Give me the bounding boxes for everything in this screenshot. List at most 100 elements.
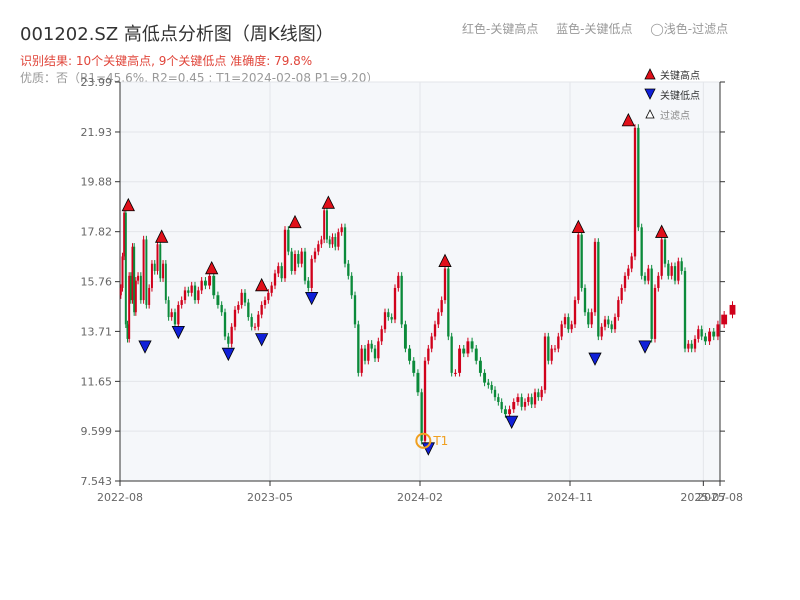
key-low-marker: [305, 291, 319, 306]
side-legend-filtered: 过滤点: [644, 104, 700, 124]
candle-body: [690, 343, 693, 349]
candle-body: [128, 275, 131, 339]
candle-body: [277, 266, 280, 274]
candle-body: [450, 336, 453, 373]
key-high-marker: [155, 229, 169, 243]
candle-body: [503, 409, 507, 415]
candle-body: [520, 397, 523, 407]
candle-body: [153, 263, 156, 271]
key-high-marker: [655, 224, 669, 238]
candle-body: [527, 397, 530, 402]
candle-body: [240, 292, 243, 305]
candle-body: [430, 336, 433, 349]
candle-body: [567, 317, 570, 330]
candle-body: [607, 319, 610, 325]
side-legend-low: 关键低点: [644, 84, 700, 104]
candle-body: [270, 285, 273, 293]
candle-body: [708, 331, 712, 342]
candle-body: [303, 251, 307, 281]
key-high-marker: [205, 260, 219, 275]
candle-body: [427, 348, 430, 361]
key-high-marker: [438, 253, 452, 267]
candle-body: [212, 275, 216, 296]
candle-body: [553, 348, 557, 350]
x-tick-label: 2024-02: [397, 491, 443, 504]
candle-body: [293, 254, 297, 271]
candle-body: [334, 237, 337, 247]
candle-body: [716, 324, 720, 337]
candle-body: [290, 251, 293, 271]
candle-body: [243, 292, 247, 303]
candle-body: [370, 343, 373, 349]
candle-body: [203, 280, 207, 286]
candle-body: [663, 239, 667, 264]
candle-body: [537, 392, 540, 398]
candle-body: [687, 343, 690, 349]
candle-body: [220, 304, 223, 313]
y-tick-label: 19.88: [81, 176, 113, 189]
candle-body: [508, 409, 512, 415]
x-tick-label: 2022-08: [97, 491, 143, 504]
candle-body: [533, 392, 537, 405]
candle-body: [597, 241, 600, 337]
candle-body: [453, 372, 457, 374]
candle-body: [340, 227, 343, 233]
candle-body: [287, 229, 290, 252]
candle-body: [657, 275, 660, 288]
key-high-marker: [121, 197, 135, 212]
candle-body: [387, 312, 390, 318]
key-high-marker: [621, 112, 635, 127]
candle-body: [119, 287, 122, 296]
candle-body: [670, 266, 673, 276]
candle-body: [297, 254, 300, 264]
candle-body: [208, 275, 212, 286]
key-high-marker: [288, 214, 302, 229]
candle-body: [403, 324, 407, 349]
legend-light-filtered: ◯浅色-过滤点: [650, 22, 729, 36]
candle-body: [640, 227, 643, 276]
t1-circle: [415, 432, 432, 449]
candle-body: [647, 268, 650, 281]
candle-body: [145, 239, 148, 305]
candle-body: [633, 127, 637, 257]
top-legend: 红色-关键高点 蓝色-关键低点 ◯浅色-过滤点: [462, 20, 742, 37]
candle-body: [197, 290, 200, 301]
candle-body: [580, 234, 583, 288]
candle-body: [126, 324, 129, 339]
candle-body: [683, 270, 687, 349]
legend-blue-low: 蓝色-关键低点: [556, 22, 633, 36]
candle-body: [667, 263, 670, 276]
y-tick-label: 15.76: [81, 276, 113, 289]
candle-body: [124, 212, 127, 325]
candle-body: [353, 295, 357, 325]
candle-body: [156, 244, 159, 271]
candle-body: [323, 210, 326, 240]
candle-body: [478, 360, 482, 373]
candle-body: [590, 312, 593, 325]
candle-body: [627, 268, 630, 276]
candle-body: [237, 304, 240, 310]
candle-body: [433, 324, 437, 337]
x-tick-label: 2025-08: [697, 491, 743, 504]
candle-body: [466, 341, 470, 354]
candle-body: [437, 312, 440, 325]
candle-body: [458, 348, 462, 373]
candle-body: [613, 317, 617, 330]
candle-body: [167, 300, 170, 318]
candle-body: [470, 341, 474, 349]
candle-body: [233, 309, 237, 327]
candle-body: [630, 256, 633, 269]
candle-body: [230, 326, 233, 344]
y-tick-label: 13.71: [81, 325, 113, 338]
candle-body: [487, 382, 490, 386]
candle-body: [200, 280, 203, 291]
candle-body: [159, 244, 162, 279]
key-low-marker: [421, 442, 435, 456]
candle-body: [729, 304, 736, 315]
candle-body: [700, 329, 703, 337]
candle-body: [677, 261, 680, 281]
candle-body: [162, 263, 165, 279]
candle-body: [550, 348, 553, 361]
candle-body: [462, 348, 466, 354]
candle-body: [247, 302, 250, 318]
